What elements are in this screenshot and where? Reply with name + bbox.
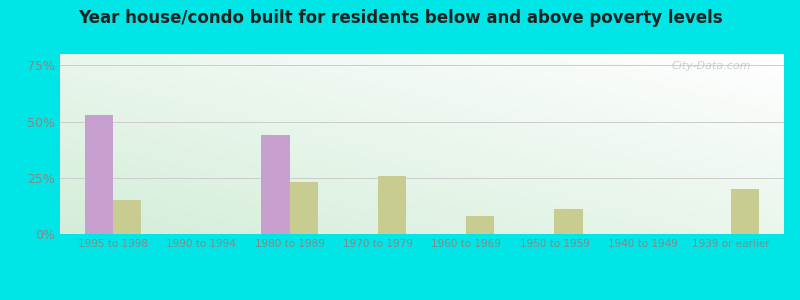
Bar bbox=[731, 189, 759, 234]
Bar bbox=[466, 216, 494, 234]
Bar bbox=[378, 176, 406, 234]
Bar bbox=[262, 135, 290, 234]
Bar bbox=[554, 209, 582, 234]
Bar bbox=[85, 115, 113, 234]
Text: City-Data.com: City-Data.com bbox=[672, 61, 751, 71]
Text: Year house/condo built for residents below and above poverty levels: Year house/condo built for residents bel… bbox=[78, 9, 722, 27]
Bar bbox=[113, 200, 142, 234]
Bar bbox=[290, 182, 318, 234]
